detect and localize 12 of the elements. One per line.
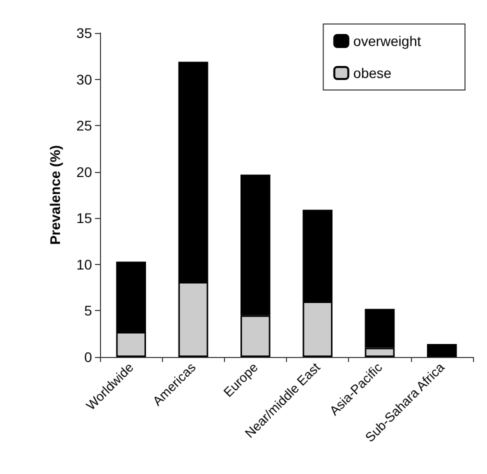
- y-tick-label: 30: [76, 71, 92, 88]
- y-tick-label: 25: [76, 118, 92, 134]
- y-tick-label: 15: [76, 210, 92, 226]
- legend-label: obese: [353, 65, 392, 81]
- y-axis-title: Prevalence (%): [47, 145, 63, 245]
- y-tick-label: 10: [76, 256, 92, 272]
- y-tick-label: 20: [76, 164, 92, 180]
- legend-label: overweight: [353, 33, 422, 49]
- y-tick-label: 0: [84, 349, 92, 365]
- y-tick-label: 35: [76, 25, 92, 41]
- bar: [426, 344, 457, 357]
- y-tick-label: 5: [84, 302, 92, 319]
